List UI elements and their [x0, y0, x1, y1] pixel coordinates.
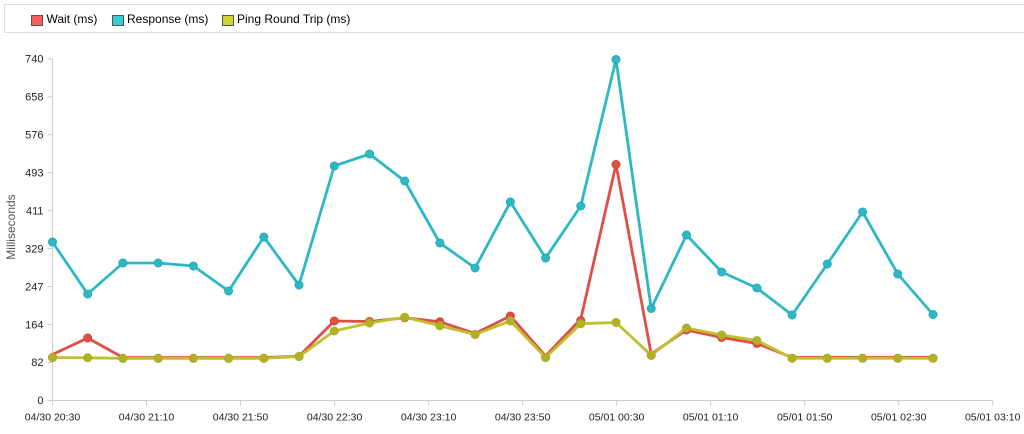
svg-text:04/30 22:30: 04/30 22:30 — [307, 411, 363, 423]
svg-text:05/01 02:30: 05/01 02:30 — [871, 411, 927, 423]
svg-text:411: 411 — [26, 205, 44, 217]
svg-text:05/01 01:50: 05/01 01:50 — [777, 411, 833, 423]
svg-text:0: 0 — [37, 395, 43, 407]
svg-text:164: 164 — [25, 319, 43, 331]
svg-text:04/30 21:50: 04/30 21:50 — [213, 411, 269, 423]
svg-text:82: 82 — [31, 357, 43, 369]
svg-text:493: 493 — [25, 167, 43, 179]
svg-text:740: 740 — [25, 54, 43, 66]
svg-text:05/01 00:30: 05/01 00:30 — [589, 411, 645, 423]
svg-text:576: 576 — [25, 129, 43, 141]
svg-text:04/30 21:10: 04/30 21:10 — [119, 411, 175, 423]
svg-text:247: 247 — [25, 281, 43, 293]
svg-text:05/01 01:10: 05/01 01:10 — [683, 411, 739, 423]
svg-text:329: 329 — [25, 243, 43, 255]
svg-text:658: 658 — [25, 92, 43, 104]
svg-text:05/01 03:10: 05/01 03:10 — [965, 411, 1021, 423]
svg-text:04/30 23:10: 04/30 23:10 — [401, 411, 457, 423]
svg-text:04/30 23:50: 04/30 23:50 — [495, 411, 551, 423]
svg-text:04/30 20:30: 04/30 20:30 — [25, 411, 81, 423]
